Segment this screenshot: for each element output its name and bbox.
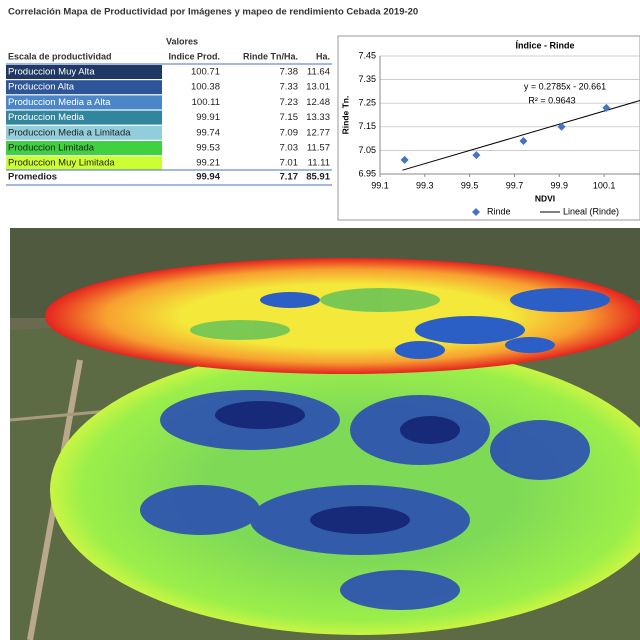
cell: 11.11	[308, 158, 330, 169]
chart-title: Índice - Rinde	[515, 40, 574, 50]
point	[602, 103, 611, 112]
y-axis-label: Rinde Tn.	[340, 96, 350, 135]
column-header: Escala de productividad	[8, 51, 112, 61]
row-swatch	[6, 156, 162, 171]
footer-cell: 7.17	[280, 172, 299, 183]
cell: 12.48	[306, 97, 330, 108]
row-swatch	[6, 80, 162, 95]
cell: 11.57	[307, 143, 330, 154]
aerial-photo	[10, 228, 640, 640]
row-swatch	[6, 95, 162, 110]
x-tick-label: 99.9	[551, 180, 569, 190]
row-swatch	[6, 110, 162, 125]
y-tick-label: 7.05	[358, 145, 376, 155]
cell: Produccion Media a Alta	[8, 97, 111, 108]
column-header: Rinde Tn/Ha.	[243, 51, 298, 61]
column-header: Indice Prod.	[168, 51, 220, 61]
legend-label: Rinde	[487, 206, 511, 216]
y-tick-label: 6.95	[358, 168, 376, 178]
x-tick-label: 99.3	[416, 180, 434, 190]
y-tick-label: 7.25	[358, 98, 376, 108]
footer-cell: 85.91	[306, 172, 330, 183]
point	[400, 155, 409, 164]
cell: 13.33	[306, 112, 330, 123]
cell: 99.91	[196, 112, 220, 123]
footer-cell: 99.94	[196, 172, 220, 183]
cell: 7.23	[280, 97, 299, 108]
point	[519, 136, 528, 145]
cell: 100.38	[191, 82, 220, 93]
point	[557, 122, 566, 131]
point	[472, 151, 481, 160]
cell: 11.64	[307, 67, 330, 78]
row-swatch	[6, 65, 162, 79]
cell: 100.71	[191, 67, 220, 78]
x-tick-label: 100.1	[593, 180, 616, 190]
cell: 7.09	[280, 127, 299, 138]
cell: 99.53	[196, 143, 220, 154]
cell: Produccion Muy Limitada	[8, 158, 115, 169]
page-title: Correlación Mapa de Productividad por Im…	[8, 7, 418, 18]
y-tick-label: 7.45	[358, 50, 376, 60]
cell: 99.21	[196, 158, 220, 169]
group-header: Valores	[166, 36, 198, 46]
cell: 99.74	[196, 127, 220, 138]
x-axis-label: NDVI	[535, 193, 555, 203]
cell: Produccion Media a Limitada	[8, 127, 131, 138]
x-tick-label: 99.1	[371, 180, 389, 190]
y-tick-label: 7.15	[358, 121, 376, 131]
row-swatch	[6, 125, 162, 140]
cell: Produccion Media	[8, 112, 85, 123]
row-swatch	[6, 141, 162, 155]
x-tick-label: 99.7	[506, 180, 524, 190]
x-tick-label: 99.5	[461, 180, 479, 190]
trend-equation: y = 0.2785x - 20.661	[524, 81, 606, 91]
chart-frame	[337, 35, 640, 221]
cell: Produccion Alta	[8, 82, 75, 93]
cell: 7.01	[280, 158, 299, 169]
trend-r2: R² = 0.9643	[528, 95, 575, 105]
cell: 13.01	[306, 82, 330, 93]
cell: 100.11	[192, 97, 220, 108]
y-tick-label: 7.35	[358, 74, 376, 84]
legend-marker	[472, 208, 480, 216]
cell: 7.38	[280, 67, 299, 78]
cell: 12.77	[306, 127, 330, 138]
cell: 7.03	[280, 143, 299, 154]
legend-label: Lineal (Rinde)	[563, 206, 619, 216]
cell: 7.33	[280, 82, 299, 93]
cell: 7.15	[280, 112, 299, 123]
cell: Produccion Muy Alta	[8, 67, 95, 78]
trendline	[402, 100, 640, 171]
column-header: Ha.	[316, 51, 330, 61]
cell: Produccion Limitada	[8, 143, 95, 154]
footer-cell: Promedios	[8, 172, 57, 183]
